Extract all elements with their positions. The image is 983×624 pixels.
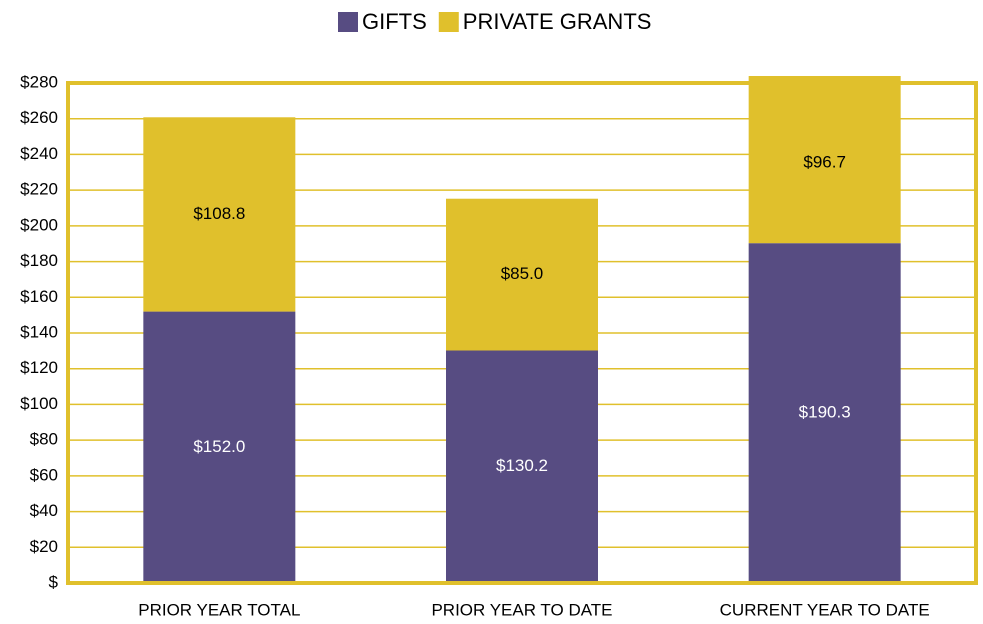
y-tick-label: $80	[30, 430, 58, 449]
bar-segment	[143, 117, 296, 312]
data-label: $130.2	[496, 456, 548, 475]
y-tick-label: $180	[20, 251, 58, 270]
y-tick-label: $	[49, 572, 59, 591]
y-tick-label: $200	[20, 215, 58, 234]
data-label: $190.3	[799, 403, 851, 422]
legend-label: GIFTS	[362, 9, 427, 34]
data-label: $108.8	[193, 204, 245, 223]
bars	[143, 76, 901, 583]
y-tick-label: $60	[30, 465, 58, 484]
x-tick-label: CURRENT YEAR TO DATE	[720, 600, 930, 619]
bar-segment	[446, 350, 598, 583]
data-label: $152.0	[193, 437, 245, 456]
x-tick-label: PRIOR YEAR TOTAL	[138, 600, 300, 619]
legend-label: PRIVATE GRANTS	[463, 9, 652, 34]
plot-border	[66, 81, 978, 585]
y-tick-label: $40	[30, 501, 58, 520]
y-tick-label: $20	[30, 537, 58, 556]
bar-segment	[748, 76, 901, 244]
y-tick-label: $260	[20, 108, 58, 127]
data-label: $85.0	[501, 264, 544, 283]
y-tick-label: $220	[20, 180, 58, 199]
bar-segment	[446, 198, 598, 351]
legend-swatch	[338, 12, 358, 32]
y-tick-label: $280	[20, 72, 58, 91]
y-tick-label: $160	[20, 287, 58, 306]
data-label: $96.7	[803, 153, 846, 172]
y-tick-label: $140	[20, 322, 58, 341]
bar-segment	[143, 311, 296, 583]
y-tick-label: $120	[20, 358, 58, 377]
y-tick-label: $240	[20, 144, 58, 163]
legend-swatch	[438, 12, 459, 32]
bar-segment	[748, 243, 901, 583]
x-tick-label: PRIOR YEAR TO DATE	[431, 600, 612, 619]
y-tick-label: $100	[20, 394, 58, 413]
